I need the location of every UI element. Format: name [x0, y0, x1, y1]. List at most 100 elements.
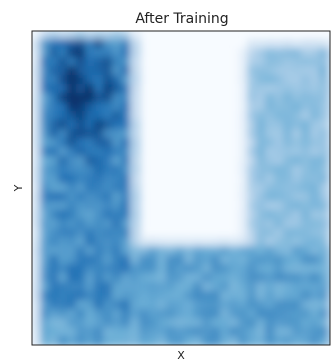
density-cell: [157, 237, 168, 248]
density-cell: [40, 174, 51, 185]
density-cell: [310, 273, 321, 284]
density-cell: [139, 300, 150, 311]
density-cell: [67, 39, 78, 50]
density-cell: [76, 48, 87, 59]
density-cell: [247, 318, 258, 329]
density-cell: [184, 264, 195, 275]
density-cell: [58, 210, 69, 221]
density-cell: [256, 336, 267, 345]
density-cell: [238, 219, 249, 230]
density-cell: [202, 327, 213, 338]
density-cell: [103, 93, 114, 104]
density-cell: [103, 291, 114, 302]
density-cell: [328, 93, 330, 104]
density-cell: [49, 210, 60, 221]
density-cell: [220, 336, 231, 345]
density-cell: [238, 192, 249, 203]
density-cell: [301, 129, 312, 140]
density-cell: [148, 291, 159, 302]
density-cell: [148, 318, 159, 329]
density-cell: [67, 174, 78, 185]
density-cell: [40, 336, 51, 345]
density-cell: [211, 264, 222, 275]
density-cell: [247, 156, 258, 167]
density-cell: [328, 336, 330, 345]
density-cell: [256, 246, 267, 257]
density-cell: [301, 93, 312, 104]
density-cell: [301, 165, 312, 176]
density-cell: [130, 219, 141, 230]
density-cell: [247, 102, 258, 113]
density-cell: [211, 282, 222, 293]
density-cell: [94, 300, 105, 311]
density-cell: [301, 156, 312, 167]
density-cell: [211, 300, 222, 311]
density-cell: [130, 111, 141, 122]
density-cell: [202, 291, 213, 302]
density-cell: [238, 102, 249, 113]
density-cell: [130, 138, 141, 149]
density-cell: [274, 165, 285, 176]
density-cell: [121, 174, 132, 185]
density-cell: [310, 246, 321, 257]
density-cell: [274, 111, 285, 122]
density-cell: [229, 273, 240, 284]
density-cell: [319, 327, 330, 338]
density-cell: [94, 282, 105, 293]
density-cell: [202, 309, 213, 320]
density-cell: [319, 255, 330, 266]
density-cell: [265, 75, 276, 86]
density-cell: [49, 93, 60, 104]
density-cell: [184, 273, 195, 284]
density-cell: [229, 300, 240, 311]
density-cell: [193, 255, 204, 266]
density-cell: [238, 300, 249, 311]
density-cell: [130, 75, 141, 86]
plot-frame: [31, 30, 331, 346]
density-cell: [139, 264, 150, 275]
density-cell: [103, 120, 114, 131]
density-cell: [94, 84, 105, 95]
density-cell: [67, 111, 78, 122]
density-cell: [121, 291, 132, 302]
density-cell: [40, 93, 51, 104]
density-cell: [157, 300, 168, 311]
density-cell: [265, 66, 276, 77]
density-cell: [310, 255, 321, 266]
density-cell: [283, 237, 294, 248]
density-cell: [175, 300, 186, 311]
density-cell: [112, 102, 123, 113]
density-cell: [112, 174, 123, 185]
density-cell: [328, 300, 330, 311]
density-cell: [85, 31, 96, 41]
density-cell: [265, 264, 276, 275]
density-cell: [32, 219, 42, 230]
density-cell: [238, 201, 249, 212]
density-cell: [283, 228, 294, 239]
density-cell: [175, 291, 186, 302]
density-cell: [40, 48, 51, 59]
density-cell: [283, 174, 294, 185]
density-cell: [292, 57, 303, 68]
density-cell: [292, 48, 303, 59]
density-cell: [32, 174, 42, 185]
density-cell: [85, 327, 96, 338]
density-cell: [49, 120, 60, 131]
density-cell: [193, 318, 204, 329]
density-cell: [301, 318, 312, 329]
density-cell: [247, 111, 258, 122]
density-cell: [301, 210, 312, 221]
density-cell: [32, 282, 42, 293]
density-cell: [121, 31, 132, 41]
density-cell: [112, 138, 123, 149]
density-cell: [130, 291, 141, 302]
density-cell: [193, 246, 204, 257]
density-cell: [247, 327, 258, 338]
density-cell: [283, 309, 294, 320]
density-cell: [274, 246, 285, 257]
density-cell: [139, 318, 150, 329]
density-cell: [211, 255, 222, 266]
density-cell: [94, 228, 105, 239]
density-cell: [130, 129, 141, 140]
